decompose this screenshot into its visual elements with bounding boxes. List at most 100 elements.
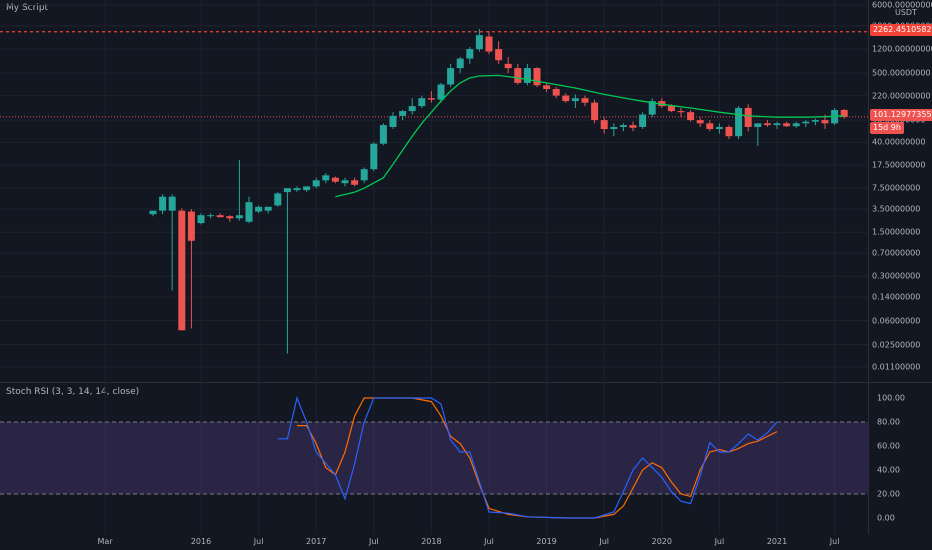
price-tick-label: 0.06000000 xyxy=(872,316,921,325)
candle-body xyxy=(648,101,656,115)
time-tick-label: Jul xyxy=(599,537,610,546)
time-tick-label: 2016 xyxy=(190,537,212,546)
time-tick-label: 2017 xyxy=(306,537,327,546)
candle-body xyxy=(341,180,349,184)
price-tick-label: 1.50000000 xyxy=(872,227,921,237)
rsi-tick-label: 60.00 xyxy=(877,441,900,451)
candle-body xyxy=(178,210,186,331)
candle-body xyxy=(149,210,157,215)
price-tick-label: 3.50000000 xyxy=(872,204,921,214)
candle-body xyxy=(379,125,387,144)
candle-body xyxy=(475,35,483,50)
candle-body xyxy=(687,112,695,121)
candle-body xyxy=(840,110,848,117)
rsi-tick-label: 20.00 xyxy=(877,489,900,499)
time-tick-label: Mar xyxy=(97,537,113,546)
price-tick-label: 7.50000000 xyxy=(872,183,921,193)
candle-body xyxy=(591,102,599,121)
candle-body xyxy=(658,101,666,107)
rsi-tick-label: 0.00 xyxy=(877,513,895,523)
candle-body xyxy=(207,215,215,217)
price-tick-label: 0.14000000 xyxy=(872,292,921,302)
candle-body xyxy=(715,126,723,130)
candle-body xyxy=(293,188,301,191)
price-axis-separator xyxy=(868,0,869,534)
rsi-tick-label: 40.00 xyxy=(877,465,900,475)
candle-body xyxy=(802,121,810,124)
alert-price-label: 2262.45105822 xyxy=(870,24,932,36)
candle-body xyxy=(773,123,781,126)
candle-body xyxy=(581,98,589,103)
candle-body xyxy=(447,68,455,85)
price-tick-label: 40.00000000 xyxy=(872,137,926,147)
candle-body xyxy=(283,188,291,193)
candle-body xyxy=(504,63,512,69)
price-tick-label: 1200.00000000 xyxy=(872,44,932,54)
candle-body xyxy=(543,85,551,89)
rsi-band xyxy=(0,422,868,494)
candle-body xyxy=(677,111,685,113)
candle-body xyxy=(399,111,407,116)
candle-body xyxy=(360,169,368,181)
candle-body xyxy=(754,123,762,127)
candle-body xyxy=(629,125,637,128)
stoch-k-line xyxy=(277,396,778,519)
candle-body xyxy=(485,36,493,52)
candle-body xyxy=(744,107,752,127)
time-tick-label: Jul xyxy=(368,537,379,546)
candle-body xyxy=(197,215,205,224)
price-tick-label: 0.70000000 xyxy=(872,248,921,258)
candle-body xyxy=(312,180,320,187)
candle-body xyxy=(735,107,743,137)
candle-body xyxy=(322,175,330,181)
candle-body xyxy=(706,123,714,130)
candle-body xyxy=(370,143,378,170)
time-tick-label: 2021 xyxy=(766,537,788,546)
currency-label: USDT xyxy=(895,8,917,17)
candle-body xyxy=(821,120,829,124)
candle-body xyxy=(571,98,579,102)
candle-body xyxy=(495,49,503,61)
candle-body xyxy=(639,114,647,127)
stoch-rsi-label[interactable]: Stoch RSI (3, 3, 14, 14, close) xyxy=(6,387,140,397)
script-name[interactable]: My Script xyxy=(6,3,49,13)
candle-body xyxy=(351,180,359,185)
candle-body xyxy=(466,49,474,59)
candle-body xyxy=(696,120,704,124)
candle-body xyxy=(533,68,541,86)
candle-body xyxy=(562,95,570,102)
candle-body xyxy=(783,123,791,127)
candle-body xyxy=(408,106,416,112)
pane-divider[interactable] xyxy=(0,382,932,383)
candle-body xyxy=(514,68,522,83)
candle-body xyxy=(792,123,800,127)
candle-body xyxy=(427,98,435,100)
candle-body xyxy=(303,186,311,191)
price-tick-label: 0.02500000 xyxy=(872,340,921,349)
candle-body xyxy=(389,115,397,127)
price-tick-label: 0.30000000 xyxy=(872,271,921,281)
candle-body xyxy=(235,215,243,219)
price-tick-label: 0.01100000 xyxy=(872,362,921,372)
candle-body xyxy=(264,206,272,211)
time-tick-label: Jul xyxy=(484,537,494,546)
price-tick-label: 220.00000000 xyxy=(872,91,931,101)
candle-body xyxy=(255,206,263,212)
candle-body xyxy=(456,58,464,69)
rsi-tick-label: 80.00 xyxy=(877,417,900,427)
countdown-label: 15d 9h xyxy=(870,122,904,134)
candle-body xyxy=(600,120,608,130)
price-tick-label: 6000.00000000 xyxy=(872,0,932,10)
candle-body xyxy=(216,215,224,218)
candle-body xyxy=(274,193,282,206)
candle-body xyxy=(811,120,819,122)
candle-body xyxy=(725,126,733,137)
candle-body xyxy=(159,196,167,211)
candle-body xyxy=(168,196,176,211)
time-tick-label: 2019 xyxy=(536,537,557,546)
candle-body xyxy=(437,84,445,100)
candle-body xyxy=(610,126,618,130)
price-tick-label: 17.50000000 xyxy=(872,160,926,170)
candle-body xyxy=(418,98,426,107)
